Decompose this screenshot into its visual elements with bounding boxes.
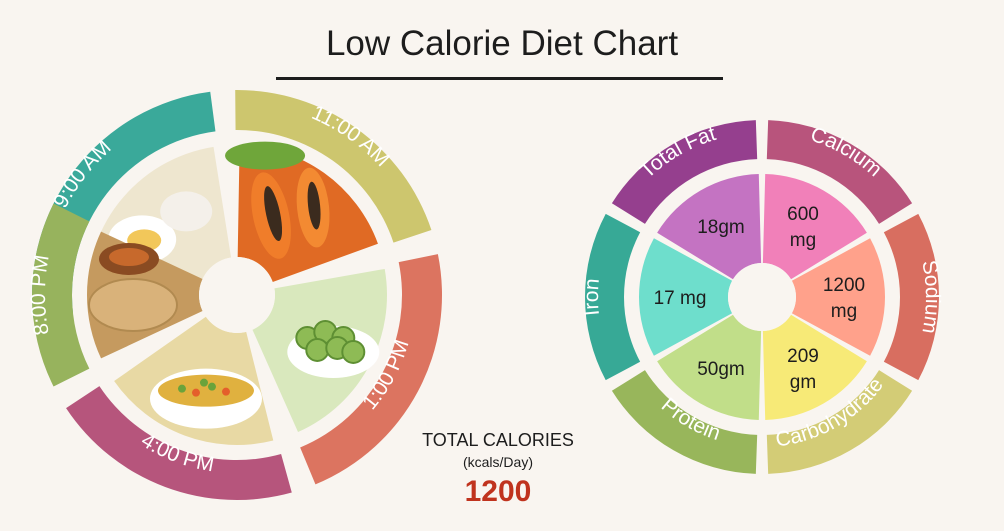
nutrient-band — [766, 120, 913, 224]
nutrient-label: Iron — [580, 278, 604, 317]
nutrient-band — [766, 370, 913, 474]
nutrient-band — [611, 370, 758, 474]
meal-time-band — [300, 254, 442, 485]
roti-curry-image — [86, 231, 203, 359]
nutrient-segment — [791, 238, 885, 356]
nutrient-segment — [762, 174, 867, 280]
total-calories-panel: TOTAL CALORIES (kcals/Day) 1200 — [392, 430, 604, 509]
nutrient-value: 600 mg — [787, 204, 819, 251]
nutrient-band — [611, 120, 758, 224]
meal-wheel-hub — [199, 257, 275, 333]
nutrient-value: 17 mg — [654, 288, 707, 309]
nutrient-value: 50gm — [697, 359, 745, 380]
meal-time-band — [235, 90, 432, 243]
total-calories-label: TOTAL CALORIES — [422, 430, 574, 450]
title-underline — [276, 77, 723, 80]
papaya-image — [225, 141, 378, 283]
nutrient-label: Sodium — [917, 258, 944, 335]
nutrient-segment — [657, 314, 762, 420]
nutrient-value: 18gm — [697, 217, 745, 238]
total-calories-unit: (kcals/Day) — [462, 454, 533, 470]
meal-time-label: 8:00 PM — [27, 253, 54, 337]
papaya-icon — [225, 141, 330, 259]
roti-icon — [88, 243, 178, 332]
nutrient-band — [585, 213, 641, 381]
cucumber-image — [252, 268, 387, 433]
nutrient-wheel-hub — [728, 263, 796, 331]
nutrient-band — [883, 213, 939, 381]
meal-time-band — [66, 386, 292, 500]
vegetable-soup-image — [114, 316, 274, 446]
meal-time-band — [32, 203, 90, 387]
page-title: Low Calorie Diet Chart — [325, 24, 679, 63]
nutrient-value: 209 gm — [787, 346, 819, 393]
total-calories-value: 1200 — [464, 475, 532, 508]
soup-icon — [149, 368, 262, 429]
nutrient-segment — [639, 238, 733, 356]
nutrient-value: 1200 mg — [823, 275, 865, 322]
nutrient-segment — [657, 174, 762, 280]
nutrient-segment — [762, 314, 867, 420]
cucumber-icon — [287, 319, 380, 378]
